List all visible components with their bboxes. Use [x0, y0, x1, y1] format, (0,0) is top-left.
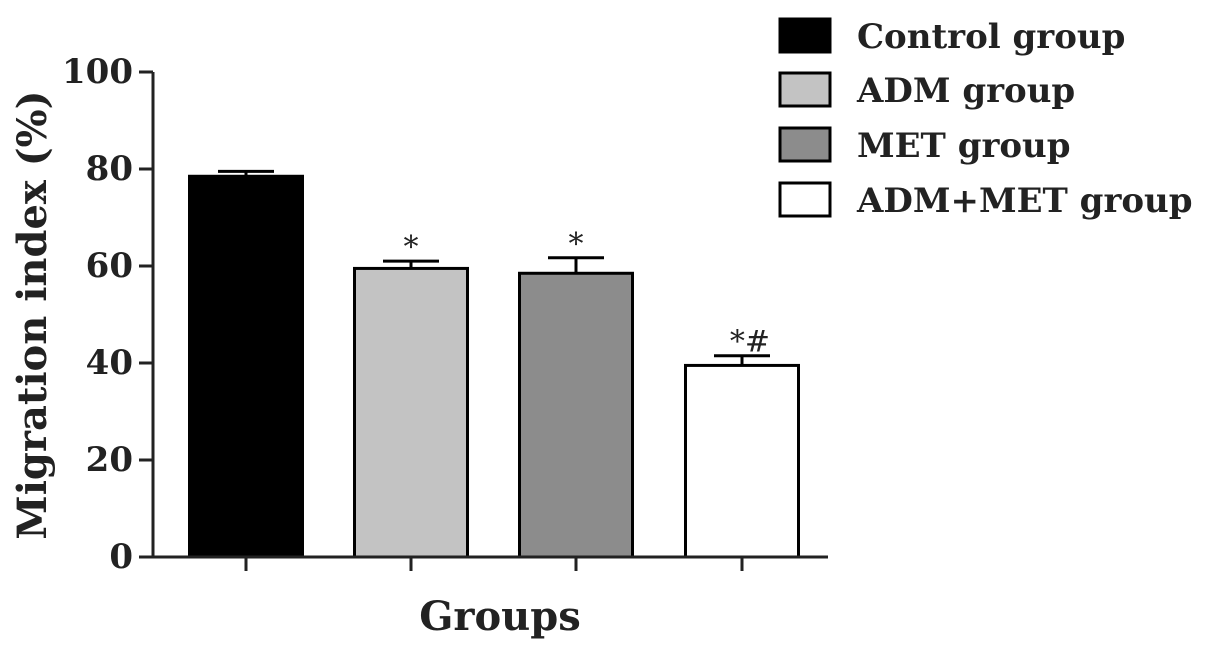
significance-label: * — [404, 230, 419, 265]
legend: Control group ADM group MET group ADM+MET g… — [778, 17, 1193, 221]
bar — [188, 174, 304, 559]
y-tick-label: 100 — [62, 52, 133, 92]
y-ticks: 0 20 40 60 80 100 — [62, 52, 153, 577]
x-ticks — [244, 557, 744, 571]
legend-label: MET group — [857, 126, 1071, 166]
y-tick-label: 60 — [86, 246, 133, 286]
bars-layer: * * *# — [188, 169, 800, 559]
y-tick-label: 0 — [109, 537, 133, 577]
legend-swatch — [778, 17, 832, 54]
y-axis-title: Migration index (%) — [9, 90, 56, 539]
legend-swatch — [778, 126, 832, 163]
legend-label: Control group — [857, 17, 1125, 57]
legend-label: ADM+MET group — [856, 181, 1193, 221]
x-axis-title: Groups — [419, 593, 580, 640]
y-tick-label: 80 — [86, 149, 133, 189]
significance-label: *# — [730, 325, 770, 360]
legend-swatch — [778, 71, 832, 108]
bar — [684, 363, 800, 559]
legend-swatch — [778, 181, 832, 218]
bar — [518, 271, 634, 559]
axes — [151, 72, 828, 559]
y-tick-label: 20 — [86, 440, 133, 480]
legend-label: ADM group — [856, 71, 1075, 111]
bar — [353, 266, 469, 559]
y-tick-label: 40 — [86, 343, 133, 383]
significance-label: * — [569, 227, 584, 262]
